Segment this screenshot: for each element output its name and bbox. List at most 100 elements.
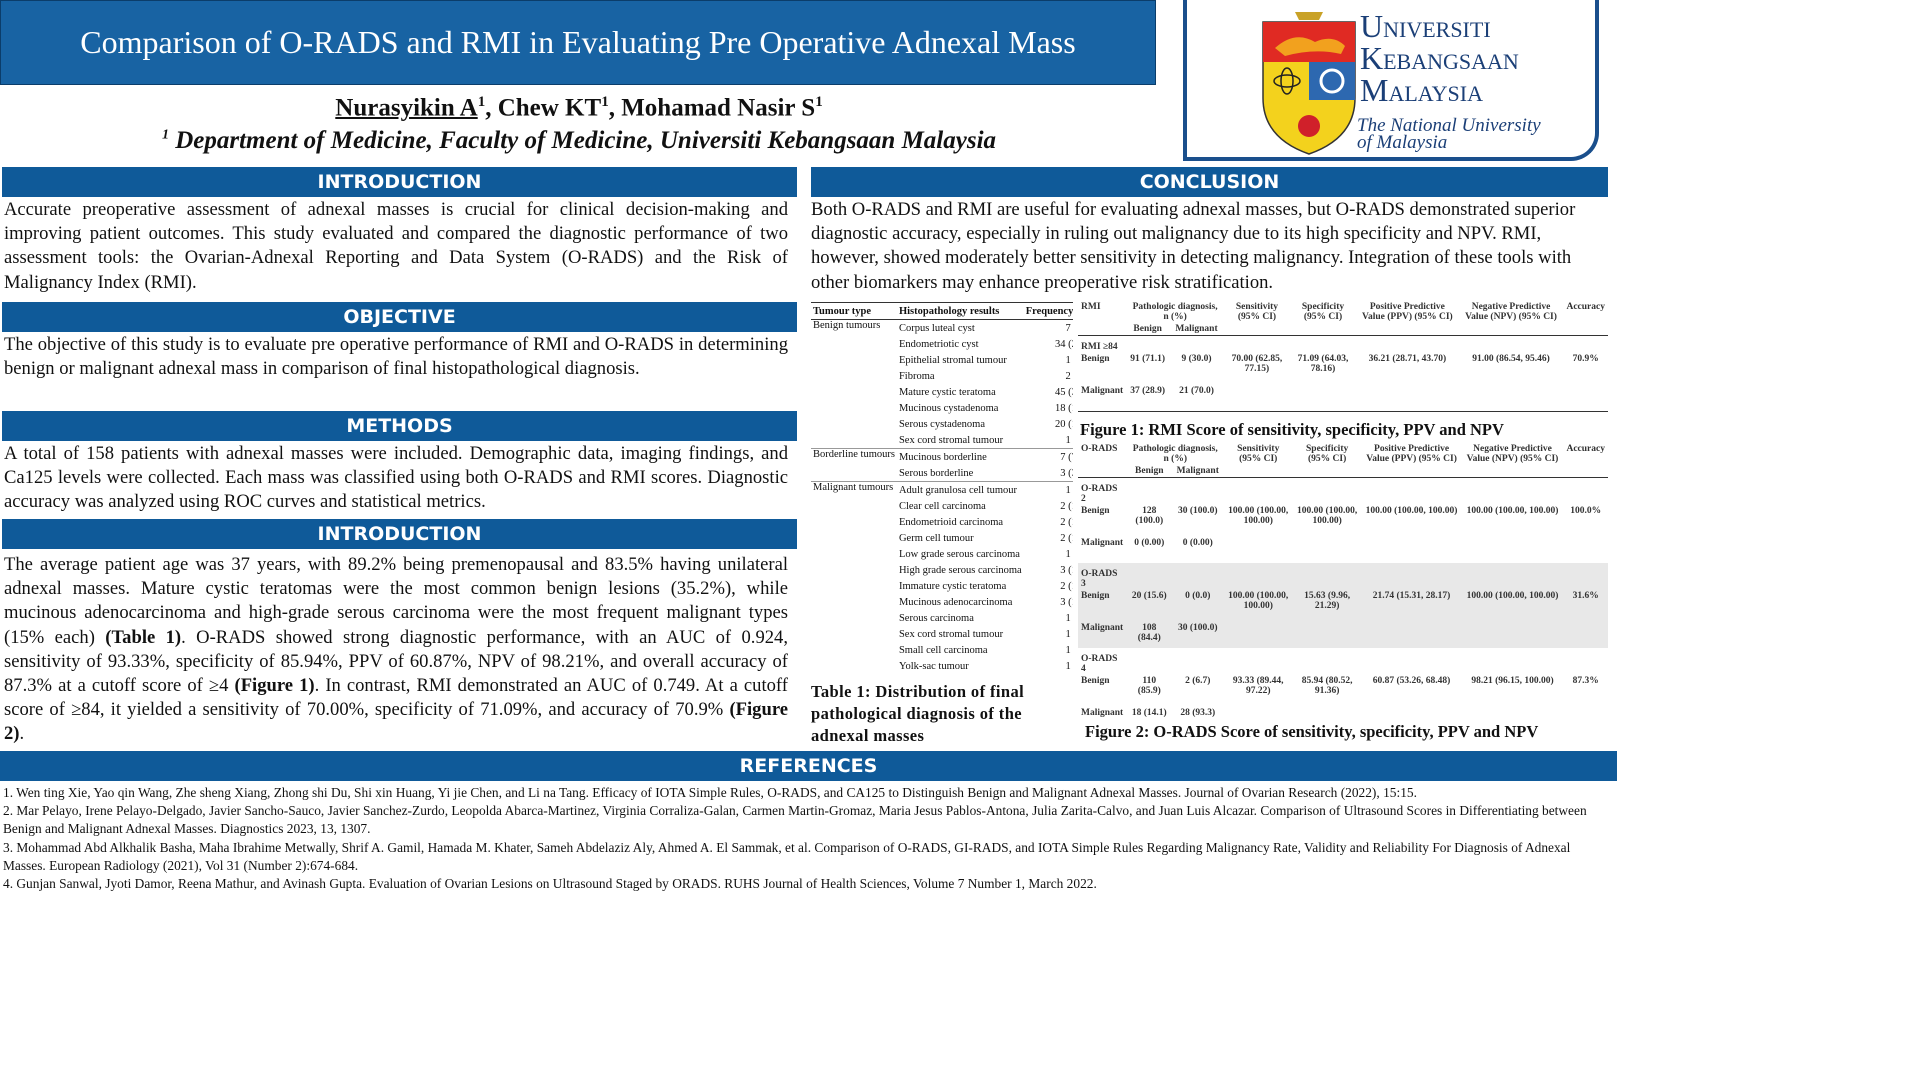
cell: 70.9% xyxy=(1572,354,1599,364)
empty-cell xyxy=(1293,707,1362,719)
table-subheader: Benign Malignant xyxy=(1078,323,1608,336)
histopathology: Small cell carcinoma xyxy=(898,644,988,656)
empty-cell xyxy=(1563,323,1608,336)
section-text: Accurate preoperative assessment of adne… xyxy=(4,199,788,293)
empty-cell xyxy=(1459,385,1564,411)
frequency: 20 (15.6) xyxy=(1054,418,1073,430)
frequency: 7 (70.0) xyxy=(1060,451,1073,463)
logo-tagline: of Malaysia xyxy=(1357,132,1448,153)
author-sup: 1 xyxy=(815,94,823,110)
cell: 0 (0.0) xyxy=(1185,591,1211,601)
empty-cell xyxy=(811,626,897,642)
cell: 100.00 (100.00, 100.00) xyxy=(1365,506,1458,516)
row-label: Malignant xyxy=(1081,623,1124,633)
cell: 0 (0.00) xyxy=(1182,538,1213,548)
histopathology: Corpus luteal cyst xyxy=(898,322,975,334)
empty-cell xyxy=(1290,336,1356,354)
empty-cell xyxy=(1563,563,1608,590)
column-header: Specificity (95% CI) xyxy=(1306,444,1349,464)
logo-text: Malaysia xyxy=(1360,72,1483,108)
table-row: Germ cell tumour 2 (10.0) xyxy=(811,530,1073,546)
table-row: Malignant 18 (14.1) 28 (93.3) xyxy=(1078,707,1608,719)
cell: 85.94 (80.52, 91.36) xyxy=(1301,676,1353,696)
references: 1. Wen ting Xie, Yao qin Wang, Zhe sheng… xyxy=(3,784,1613,893)
cell: 36.21 (28.71, 43.70) xyxy=(1368,354,1447,364)
empty-cell xyxy=(811,416,897,432)
table-row: Benign 20 (15.6) 0 (0.0) 100.00 (100.00, 10… xyxy=(1078,590,1608,622)
section-text: A total of 158 patients with adnexal mas… xyxy=(4,443,788,513)
text-segment: (Figure 1) xyxy=(234,675,315,697)
empty-cell xyxy=(1563,648,1608,675)
author-sep: , xyxy=(485,94,492,122)
text-segment: The average patient age was 37 years, wi… xyxy=(4,554,788,648)
row-label: Malignant xyxy=(1081,386,1124,396)
empty-cell xyxy=(1563,478,1608,506)
histopathology: Serous carcinoma xyxy=(898,612,974,624)
frequency: 1 (5.0) xyxy=(1065,660,1073,672)
frequency: 34 (26.6) xyxy=(1054,338,1073,350)
column-header: Negative Predictive Value (NPV) (95% CI) xyxy=(1466,444,1559,464)
empty-cell xyxy=(1459,323,1564,336)
reference: 2. Mar Pelayo, Irene Pelayo-Delgado, Jav… xyxy=(3,803,1587,837)
table-row: Benign 110 (85.9) 2 (6.7) 93.33 (89.44, 97.… xyxy=(1078,675,1608,707)
empty-cell xyxy=(1127,563,1172,590)
empty-cell xyxy=(1293,622,1362,648)
column-subheader: Malignant xyxy=(1175,324,1218,334)
cell: 70.00 (62.85, 77.15) xyxy=(1231,354,1283,374)
cell: 100.0% xyxy=(1570,506,1602,516)
cell: 18 (14.1) xyxy=(1131,708,1167,718)
title: Comparison of O-RADS and RMI in Evaluati… xyxy=(80,24,1076,60)
text-segment: . O-RADS showed strong diagnostic perfor… xyxy=(4,626,788,697)
frequency: 1 (0.8) xyxy=(1065,434,1073,446)
histopathology: Mature cystic teratoma xyxy=(898,386,996,398)
text-segment: (Figure 2) xyxy=(4,699,788,745)
section-heading: CONCLUSION xyxy=(811,167,1608,197)
cell: 9 (30.0) xyxy=(1181,354,1212,364)
empty-cell xyxy=(1172,648,1224,675)
author-name: Nurasyikin A xyxy=(335,94,478,122)
empty-cell xyxy=(1126,336,1169,354)
cell: 128 (100.0) xyxy=(1135,506,1164,526)
reference: 1. Wen ting Xie, Yao qin Wang, Zhe sheng… xyxy=(3,785,1417,800)
table-header: Tumour type Histopathology results Frequen… xyxy=(811,303,1073,320)
logo: Universiti Kebangsaan Malaysia The Natio… xyxy=(1183,0,1599,161)
cell: 100.00 (100.00, 100.00) xyxy=(1228,591,1289,611)
text-segment: . xyxy=(19,723,25,745)
empty-cell xyxy=(1462,622,1564,648)
table-row: Yolk-sac tumour 1 (5.0) xyxy=(811,658,1073,674)
empty-cell xyxy=(1224,478,1293,506)
cell: 100.00 (100.00, 100.00) xyxy=(1228,506,1289,526)
figure-2-table: O-RADS Pathologic diagnosis, n (%) Sensiti… xyxy=(1078,443,1608,719)
table-row: Malignant 0 (0.00) 0 (0.00) xyxy=(1078,537,1608,563)
cell: 91 (71.1) xyxy=(1130,354,1166,364)
empty-cell xyxy=(1462,537,1564,563)
column-header: Sensitivity (95% CI) xyxy=(1235,302,1279,322)
cell: 100.00 (100.00, 100.00) xyxy=(1297,506,1358,526)
empty-cell xyxy=(811,465,897,482)
column-header: Histopathology results xyxy=(898,305,1000,317)
cell: 100.00 (100.00, 100.00) xyxy=(1466,506,1559,516)
frequency: 2 (10.0) xyxy=(1060,580,1073,592)
empty-cell xyxy=(1078,465,1127,478)
empty-cell xyxy=(811,546,897,562)
empty-cell xyxy=(1563,622,1608,648)
empty-cell xyxy=(1362,563,1462,590)
frequency: 1 (5.0) xyxy=(1065,612,1073,624)
histopathology: Yolk-sac tumour xyxy=(898,660,969,672)
histopathology: Germ cell tumour xyxy=(898,532,974,544)
empty-cell xyxy=(1563,537,1608,563)
empty-cell xyxy=(1290,385,1356,411)
cell: 28 (93.3) xyxy=(1180,708,1216,718)
column-header: Frequency (%) xyxy=(1025,305,1073,317)
empty-cell xyxy=(811,400,897,416)
frequency: 1 (5.0) xyxy=(1065,548,1073,560)
empty-cell xyxy=(1362,465,1462,478)
cell: 31.6% xyxy=(1572,591,1599,601)
empty-cell xyxy=(811,336,897,352)
empty-cell xyxy=(811,578,897,594)
histopathology: Fibroma xyxy=(898,370,935,382)
affiliation: 1 Department of Medicine, Faculty of Med… xyxy=(0,127,1158,155)
histopathology: Serous cystadenoma xyxy=(898,418,985,430)
frequency: 18 (14.1) xyxy=(1054,402,1073,414)
empty-cell xyxy=(1172,478,1224,506)
